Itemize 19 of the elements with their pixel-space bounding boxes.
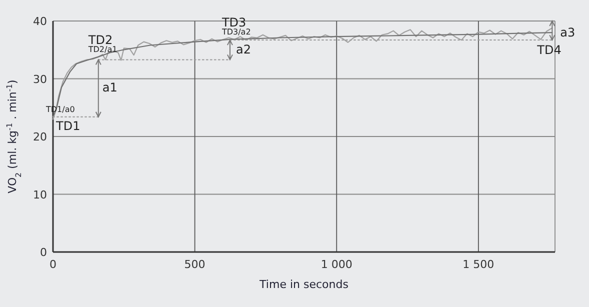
x-tick-label: 1 000 [320,258,352,271]
y-tick-label: 40 [33,15,47,28]
annotation: TD2 [87,32,113,47]
annotation: TD2/a1 [87,44,118,54]
annotation: TD1 [55,118,80,133]
x-tick-label: 500 [184,258,206,271]
x-axis-title: Time in seconds [258,278,349,291]
annotation: TD3 [220,15,246,30]
y-tick-label: 10 [33,188,47,202]
y-tick-label: 20 [33,130,47,144]
annotation: a1 [102,80,118,95]
x-tick-label: 0 [50,258,56,271]
annotation: a3 [560,26,576,40]
annotation: a2 [236,42,251,56]
x-tick-label: 1 500 [462,258,494,271]
y-tick-label: 30 [33,72,47,86]
annotation: TD3/a2 [220,27,251,36]
y-tick-label: 0 [40,246,47,259]
annotation: TD4 [536,43,562,58]
